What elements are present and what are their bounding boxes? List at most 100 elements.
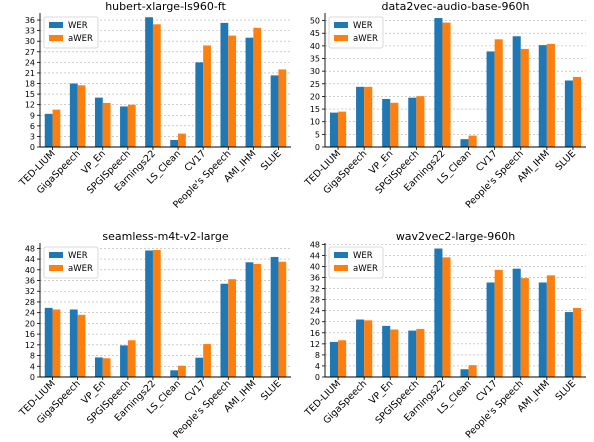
bar-awer-9: [572, 76, 582, 147]
bar-wer-1: [356, 86, 365, 147]
y-tick-label: 21: [25, 69, 35, 78]
bar-wer-1: [69, 83, 78, 147]
bar-awer-5: [468, 135, 477, 147]
y-tick-label: 8: [30, 352, 35, 361]
legend-label-wer: WER: [68, 21, 88, 31]
chart-panel-2: 04812162024283236404448TED-LIUMGigaSpeec…: [17, 230, 291, 441]
y-tick-label: 0: [315, 143, 320, 152]
legend-label-wer: WER: [353, 251, 373, 261]
legend-label-awer: aWER: [353, 34, 378, 44]
bar-wer-9: [270, 256, 279, 377]
bar-awer-9: [572, 307, 582, 377]
bar-awer-3: [416, 328, 425, 377]
y-tick-label: 16: [25, 330, 35, 339]
bar-wer-4: [145, 250, 153, 377]
y-tick-label: 24: [25, 309, 35, 318]
legend-swatch-wer: [49, 252, 63, 258]
y-tick-label: 33: [25, 27, 35, 36]
bar-wer-0: [329, 341, 339, 377]
bar-awer-6: [494, 39, 503, 147]
bar-awer-4: [152, 249, 161, 377]
bar-wer-0: [44, 307, 53, 377]
y-tick-label: 24: [310, 307, 320, 316]
legend: WER aWER: [328, 246, 384, 279]
y-tick-label: 36: [25, 277, 35, 286]
bar-wer-5: [170, 139, 179, 147]
bar-wer-3: [120, 345, 128, 377]
chart-panel-0: 0369121518212427303336TED-LIUMGigaSpeech…: [17, 0, 291, 211]
bar-awer-4: [442, 22, 451, 148]
bar-awer-8: [253, 27, 262, 148]
bar-wer-6: [486, 282, 495, 377]
y-tick-label: 40: [310, 262, 320, 271]
bar-awer-6: [203, 344, 211, 377]
bar-awer-1: [364, 320, 373, 377]
y-tick-label: 32: [25, 287, 35, 296]
chart-panel-3: 04812162024283236404448TED-LIUMGigaSpeec…: [302, 230, 586, 441]
bar-awer-6: [494, 269, 503, 377]
bar-wer-4: [434, 248, 443, 377]
bar-awer-4: [152, 24, 161, 147]
bar-awer-1: [77, 314, 86, 377]
bar-wer-8: [538, 45, 547, 147]
y-tick-label: 8: [315, 351, 320, 360]
bar-wer-9: [564, 312, 573, 377]
bar-awer-7: [228, 279, 237, 377]
legend-label-awer: aWER: [68, 34, 93, 44]
y-tick-label: 5: [315, 130, 320, 139]
y-tick-label: 0: [30, 373, 35, 382]
legend-label-awer: aWER: [68, 264, 93, 274]
y-tick-label: 4: [315, 362, 320, 371]
y-tick-label: 15: [310, 105, 320, 114]
y-tick-label: 3: [30, 132, 35, 141]
y-tick-label: 24: [25, 58, 35, 67]
y-tick-label: 25: [310, 80, 320, 89]
y-tick-label: 35: [310, 55, 320, 64]
bar-awer-1: [77, 85, 86, 147]
bar-awer-2: [390, 102, 399, 147]
bar-wer-9: [270, 75, 279, 147]
bar-awer-5: [468, 365, 477, 377]
bar-awer-4: [442, 257, 451, 377]
bar-wer-3: [120, 106, 128, 147]
y-tick-label: 48: [25, 244, 35, 253]
bar-wer-8: [245, 37, 254, 147]
y-tick-label: 28: [310, 296, 320, 305]
y-tick-label: 45: [310, 29, 320, 38]
bar-wer-1: [69, 309, 78, 377]
bar-wer-5: [460, 369, 469, 377]
x-tick-label: SLUE: [259, 378, 284, 403]
bar-awer-3: [416, 96, 425, 147]
legend: WER aWER: [43, 246, 99, 279]
bar-awer-5: [178, 365, 186, 377]
legend-label-awer: aWER: [353, 264, 378, 274]
y-tick-label: 36: [310, 274, 320, 283]
x-tick-label: SLUE: [553, 148, 578, 173]
bar-wer-5: [460, 139, 469, 147]
y-tick-label: 44: [310, 251, 320, 260]
y-tick-label: 0: [315, 373, 320, 382]
legend: WER aWER: [43, 16, 99, 49]
y-tick-label: 0: [30, 143, 35, 152]
bar-awer-2: [102, 358, 111, 377]
chart-title: hubert-xlarge-ls960-ft: [105, 0, 226, 13]
y-tick-label: 12: [25, 101, 35, 110]
bar-wer-2: [382, 98, 391, 147]
legend-swatch-awer: [49, 265, 63, 271]
chart-panel-1: 05101520253035404550TED-LIUMGigaSpeechVP…: [302, 0, 586, 211]
legend-swatch-wer: [49, 22, 63, 28]
bar-awer-7: [520, 48, 529, 147]
y-tick-label: 20: [310, 318, 320, 327]
y-tick-label: 4: [30, 362, 35, 371]
bar-wer-2: [382, 325, 391, 377]
bar-awer-0: [52, 109, 61, 147]
y-tick-label: 40: [310, 42, 320, 51]
y-tick-label: 27: [25, 48, 35, 57]
bar-awer-0: [338, 340, 347, 377]
y-tick-label: 30: [25, 37, 35, 46]
bar-wer-7: [220, 22, 229, 147]
bar-wer-8: [538, 282, 547, 377]
y-tick-label: 48: [310, 240, 320, 249]
bar-awer-8: [546, 275, 555, 377]
